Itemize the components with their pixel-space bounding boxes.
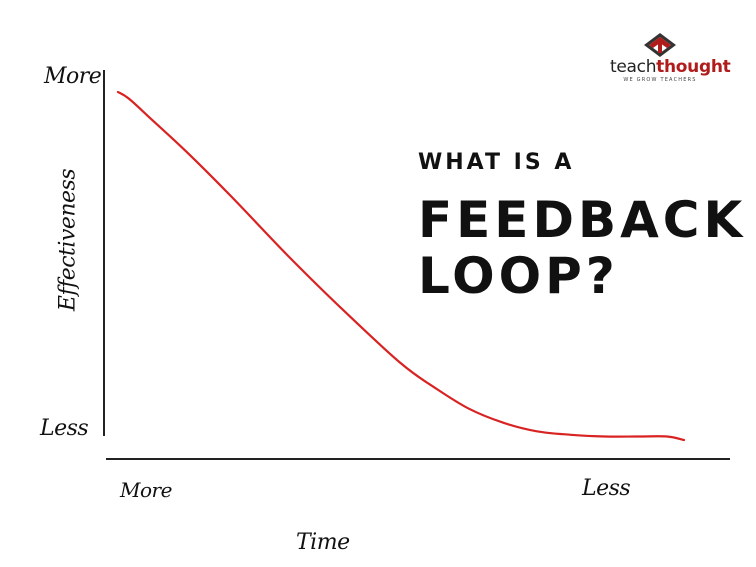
logo-word-thought: thought [656, 57, 731, 77]
x-tick-label-more: More [120, 478, 172, 502]
headline-line-3: LOOP? [418, 247, 619, 305]
logo-mark-icon [644, 33, 676, 57]
effectiveness-curve [116, 90, 686, 442]
x-tick-label-less: Less [582, 476, 631, 501]
logo-tagline: WE GROW TEACHERS [623, 77, 697, 83]
logo-word-teach: teach [610, 57, 657, 77]
headline: WHAT IS A FEEDBACK LOOP? [418, 148, 746, 304]
logo-wordmark: teachthought [610, 57, 731, 77]
y-tick-label-less: Less [40, 416, 89, 441]
teachthought-logo: teachthought WE GROW TEACHERS [610, 32, 731, 83]
y-axis-label: Effectiveness [55, 168, 81, 312]
headline-line-2: FEEDBACK [418, 191, 747, 249]
headline-line-1: WHAT IS A [418, 150, 575, 175]
x-axis-label: Time [296, 530, 350, 555]
y-tick-label-more: More [44, 64, 102, 89]
